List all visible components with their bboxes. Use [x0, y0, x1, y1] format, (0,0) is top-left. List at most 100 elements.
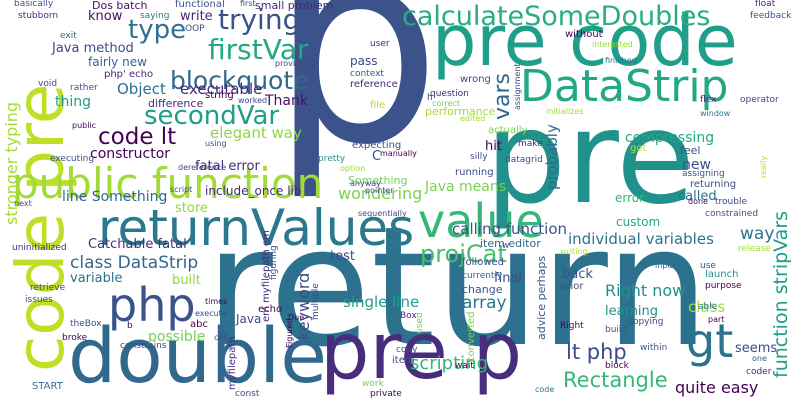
- word-custom: custom: [616, 215, 661, 229]
- word-initializes: initializes: [546, 107, 584, 116]
- word-wrong: wrong: [460, 74, 491, 85]
- word-DataStrip: DataStrip: [520, 61, 729, 112]
- word-advice-perhaps: advice perhaps: [535, 255, 548, 340]
- word-fairly-new: fairly new: [88, 55, 147, 69]
- word-provided: provided: [275, 59, 311, 68]
- word-calling-function: calling function: [452, 220, 568, 238]
- word-h: h: [427, 93, 433, 103]
- word-individual-variables: individual variables: [568, 230, 714, 248]
- word-feedback: feedback: [750, 11, 792, 21]
- word-able: able: [698, 302, 718, 312]
- word-seems: seems: [735, 341, 778, 356]
- word-START: START: [32, 381, 63, 392]
- word-functional: functional: [175, 0, 225, 10]
- word-pass: pass: [350, 54, 378, 68]
- word-actually: actually: [488, 125, 528, 136]
- word-p: p: [270, 0, 442, 204]
- word-public-function: public function: [12, 159, 324, 208]
- word-followed: followed: [462, 257, 504, 268]
- word-operator: operator: [740, 95, 779, 105]
- word-void: void: [38, 79, 58, 89]
- word-store: store: [175, 201, 208, 216]
- word-basically: basically: [14, 0, 54, 9]
- word-dereference: dereference: [178, 163, 227, 172]
- word-constrained: constrained: [705, 209, 759, 219]
- word-variable: variable: [70, 271, 123, 286]
- word-executing: executing: [50, 154, 95, 164]
- word-question: question: [430, 89, 469, 99]
- word-within: within: [640, 343, 668, 353]
- word-back: back: [562, 267, 593, 282]
- word-const: const: [235, 389, 260, 399]
- word-feel: feel: [680, 144, 701, 157]
- word-probably: probably: [543, 124, 561, 190]
- word-issues: issues: [25, 295, 53, 305]
- word-worked: worked: [238, 96, 268, 105]
- word-projCat: projCat: [420, 240, 507, 268]
- word-writing: writing: [560, 247, 588, 256]
- word-wondering: wondering: [338, 184, 423, 203]
- word-uninitialized: uninitialized: [12, 243, 67, 253]
- word-Due: Due: [288, 313, 305, 322]
- word-item: item: [392, 355, 415, 366]
- word-php-echo: php' echo: [104, 69, 154, 80]
- word-coder: coder: [746, 367, 772, 377]
- word-error: error: [615, 191, 645, 205]
- word-one: one: [752, 354, 767, 363]
- word-performance: performance: [425, 105, 496, 118]
- word-work: work: [362, 379, 384, 389]
- word-code-lt: code lt: [98, 124, 177, 150]
- word-flex: flex: [700, 95, 717, 105]
- word-prior: prior: [560, 281, 584, 292]
- word-execute: execute: [195, 309, 227, 318]
- word-Right: Right: [560, 321, 584, 331]
- word-purpose: purpose: [705, 281, 742, 291]
- word-manually: manually: [380, 149, 417, 158]
- word-write: write: [180, 9, 213, 24]
- word-myfilepath: myfilepath: [227, 336, 238, 390]
- word-small-problem: small problem: [255, 0, 334, 12]
- word-echo: echo: [258, 304, 283, 315]
- word-change: change: [462, 283, 503, 296]
- word-item-editor: item editor: [480, 237, 541, 250]
- word-cell: cell: [214, 333, 228, 342]
- word-finished: finished: [605, 56, 637, 65]
- word-possible: possible: [148, 329, 206, 345]
- word-hit: hit: [485, 139, 502, 154]
- word-keyword: keyword: [294, 272, 313, 340]
- word-input: input: [655, 261, 676, 270]
- word-interested: interested: [592, 40, 633, 49]
- word-done: done: [688, 197, 708, 206]
- word-copying: copying: [628, 317, 664, 327]
- word-rather: rather: [70, 83, 98, 93]
- word-class-DataStrip: class DataStrip: [70, 253, 199, 273]
- word-gt: gt: [686, 314, 734, 368]
- word-times: times: [205, 297, 228, 306]
- word-datagrid: datagrid: [505, 155, 543, 165]
- word-calculateSomeDoubles: calculateSomeDoubles: [402, 1, 711, 32]
- word-reference: reference: [350, 79, 398, 90]
- word-secondVar: secondVar: [144, 101, 280, 131]
- word-class: class: [688, 298, 726, 316]
- word-C: C: [372, 149, 382, 164]
- word-abc: abc: [190, 319, 208, 330]
- word-converted: converted: [466, 311, 477, 362]
- word-saying: saying: [140, 11, 170, 21]
- word-next: next: [14, 199, 32, 208]
- word-Rectangle: Rectangle: [563, 368, 668, 392]
- word-Something: Something: [348, 174, 408, 187]
- word-Java-means: Java means: [425, 179, 507, 195]
- word-script: script: [170, 185, 193, 194]
- word-w: w: [502, 241, 510, 251]
- word-got: got: [630, 143, 647, 154]
- word-launch: launch: [705, 269, 739, 280]
- word-exit: exit: [60, 31, 77, 41]
- word-OOP: OOP: [185, 24, 205, 34]
- word-thing: thing: [55, 94, 92, 110]
- word-broke: broke: [62, 333, 88, 343]
- word-stubborn: stubborn: [18, 11, 59, 21]
- word-blockquote: blockquote: [170, 66, 309, 95]
- word-using: using: [205, 139, 227, 148]
- word-used: used: [415, 312, 425, 334]
- word-multiple: multiple: [311, 283, 321, 320]
